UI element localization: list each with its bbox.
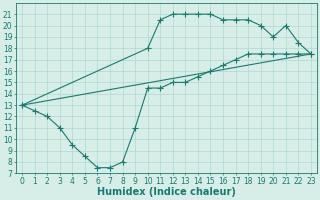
X-axis label: Humidex (Indice chaleur): Humidex (Indice chaleur) xyxy=(97,187,236,197)
